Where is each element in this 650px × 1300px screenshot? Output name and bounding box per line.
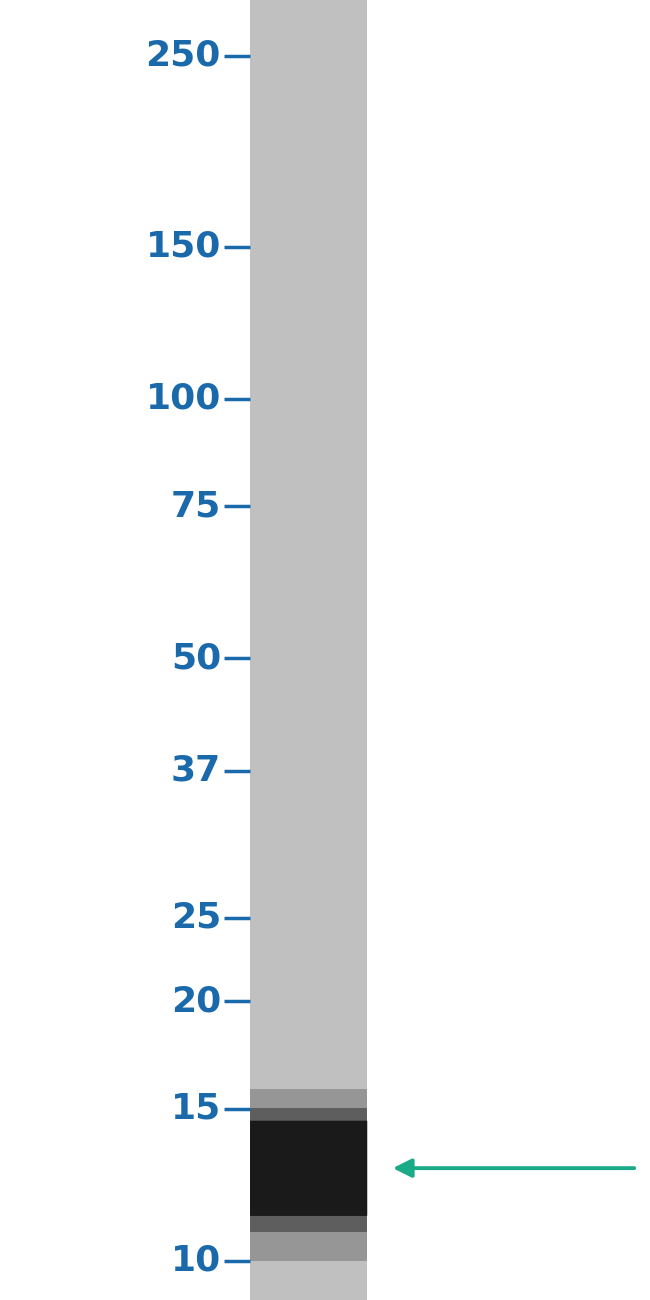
FancyBboxPatch shape [250, 1121, 367, 1216]
Bar [250, 1121, 367, 1216]
Bar [250, 1109, 367, 1232]
Text: 50: 50 [171, 641, 221, 675]
Text: 100: 100 [146, 382, 221, 416]
Text: 150: 150 [146, 230, 221, 264]
Text: 25: 25 [171, 901, 221, 935]
Text: 75: 75 [171, 489, 221, 524]
Text: 10: 10 [171, 1244, 221, 1278]
Bar [250, 1088, 367, 1261]
Text: 20: 20 [171, 984, 221, 1018]
Text: 250: 250 [146, 39, 221, 73]
Text: 37: 37 [171, 754, 221, 788]
Text: 15: 15 [171, 1092, 221, 1126]
Bar [250, 0, 367, 1300]
